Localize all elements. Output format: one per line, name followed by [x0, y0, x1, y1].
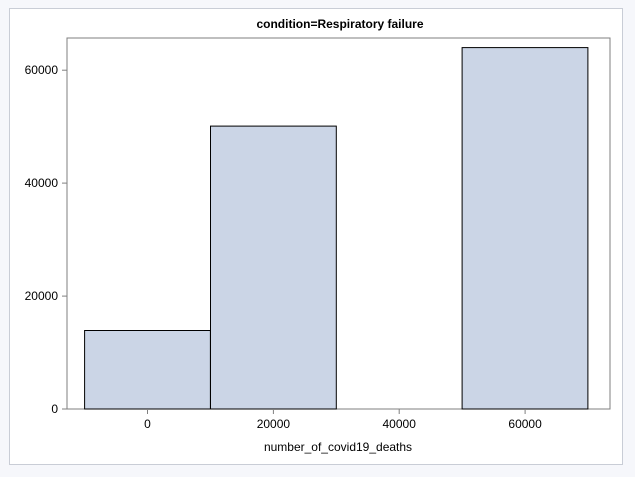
x-tick-label: 20000	[257, 417, 291, 431]
plot-area	[66, 37, 611, 410]
y-axis: 0 20000 40000 60000	[25, 63, 67, 416]
x-axis: 0 20000 40000 60000	[144, 409, 542, 431]
histogram-bar-3	[461, 47, 589, 410]
x-tick-label: 40000	[383, 417, 417, 431]
y-tick-label: 20000	[25, 289, 59, 303]
x-tick-label: 0	[144, 417, 151, 431]
histogram-bar-0	[84, 330, 211, 410]
histogram-bar-1	[210, 125, 337, 410]
bars-layer	[84, 47, 589, 410]
y-tick-label: 60000	[25, 63, 59, 77]
chart-title: condition=Respiratory failure	[256, 17, 423, 31]
y-tick-label: 0	[51, 402, 58, 416]
x-tick-label: 60000	[508, 417, 542, 431]
y-tick-label: 40000	[25, 176, 59, 190]
x-axis-title: number_of_covid19_deaths	[264, 440, 412, 454]
